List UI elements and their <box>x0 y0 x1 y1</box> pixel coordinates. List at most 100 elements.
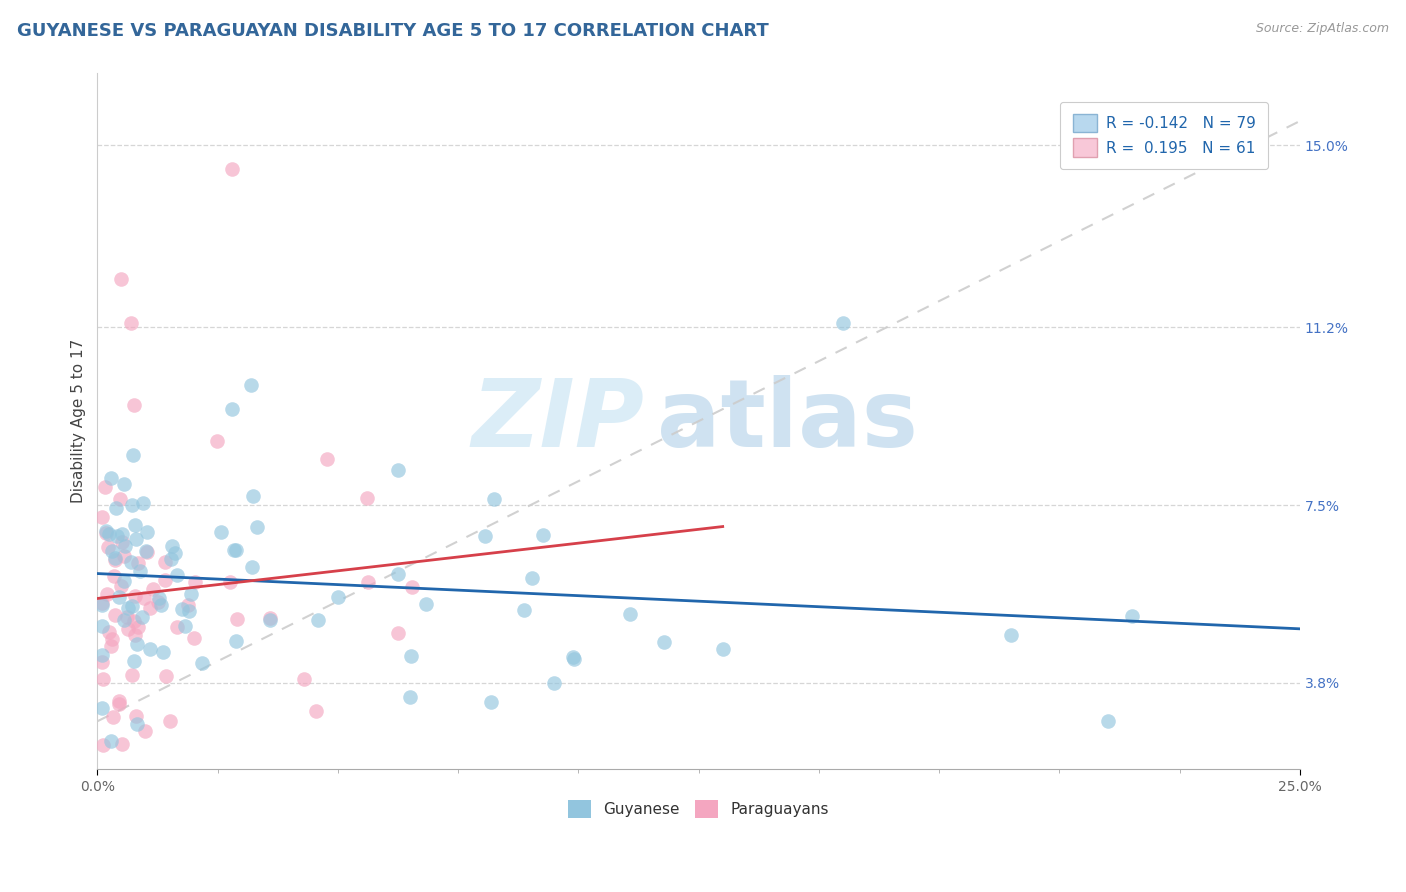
Point <box>142 582 165 597</box>
Point <box>513 603 536 617</box>
Point <box>111 527 134 541</box>
Point <box>832 316 855 330</box>
Point <box>652 635 675 649</box>
Point <box>240 378 263 392</box>
Point <box>101 710 124 724</box>
Point <box>111 737 134 751</box>
Point <box>221 402 243 417</box>
Point <box>105 501 128 516</box>
Point <box>135 544 157 558</box>
Point <box>108 590 131 604</box>
Point <box>114 539 136 553</box>
Point <box>218 575 240 590</box>
Point <box>104 550 127 565</box>
Point <box>259 611 281 625</box>
Point <box>1097 714 1119 729</box>
Point <box>110 579 132 593</box>
Point <box>401 580 423 594</box>
Point <box>110 272 132 286</box>
Point <box>124 589 146 603</box>
Point <box>127 717 149 731</box>
Point <box>127 556 149 570</box>
Point <box>242 489 264 503</box>
Point <box>259 613 281 627</box>
Point <box>108 491 131 506</box>
Point <box>221 161 243 176</box>
Point <box>101 544 124 558</box>
Point <box>474 529 496 543</box>
Text: Source: ZipAtlas.com: Source: ZipAtlas.com <box>1256 22 1389 36</box>
Point <box>121 448 143 462</box>
Legend: Guyanese, Paraguayans: Guyanese, Paraguayans <box>562 794 835 824</box>
Point <box>148 591 170 605</box>
Point <box>304 705 326 719</box>
Point <box>209 524 232 539</box>
Point <box>100 734 122 748</box>
Point <box>93 480 115 494</box>
Point <box>117 623 139 637</box>
Point <box>97 625 120 640</box>
Point <box>357 575 380 590</box>
Point <box>482 491 505 506</box>
Point <box>166 620 188 634</box>
Point <box>104 552 127 566</box>
Point <box>387 463 409 477</box>
Point <box>307 613 329 627</box>
Point <box>91 598 114 612</box>
Point <box>191 657 214 671</box>
Point <box>100 639 122 653</box>
Point <box>152 645 174 659</box>
Point <box>326 590 349 604</box>
Point <box>97 527 120 541</box>
Point <box>104 607 127 622</box>
Y-axis label: Disability Age 5 to 17: Disability Age 5 to 17 <box>72 339 86 503</box>
Point <box>108 698 131 712</box>
Point <box>246 520 269 534</box>
Point <box>91 510 114 524</box>
Point <box>531 528 554 542</box>
Point <box>112 613 135 627</box>
Point <box>117 601 139 615</box>
Point <box>150 598 173 612</box>
Point <box>155 669 177 683</box>
Point <box>134 723 156 738</box>
Point <box>224 543 246 558</box>
Point <box>153 555 176 569</box>
Point <box>225 634 247 648</box>
Point <box>170 602 193 616</box>
Text: atlas: atlas <box>657 376 918 467</box>
Point <box>399 648 422 663</box>
Point <box>111 534 134 549</box>
Point <box>124 614 146 628</box>
Point <box>91 673 114 687</box>
Point <box>100 470 122 484</box>
Point <box>711 642 734 657</box>
Point <box>315 451 337 466</box>
Point <box>122 399 145 413</box>
Point <box>121 667 143 681</box>
Point <box>225 542 247 557</box>
Point <box>165 546 187 560</box>
Point <box>91 655 114 669</box>
Point <box>619 607 641 621</box>
Point <box>97 541 120 555</box>
Point <box>543 676 565 690</box>
Point <box>184 575 207 590</box>
Point <box>125 533 148 547</box>
Point <box>240 560 263 574</box>
Point <box>91 739 114 753</box>
Point <box>120 555 142 569</box>
Point <box>177 603 200 617</box>
Point <box>135 524 157 539</box>
Point <box>112 574 135 589</box>
Point <box>387 566 409 581</box>
Point <box>479 695 502 709</box>
Point <box>96 525 118 540</box>
Point <box>127 620 149 634</box>
Point <box>139 641 162 656</box>
Point <box>91 701 114 715</box>
Point <box>121 599 143 613</box>
Point <box>166 567 188 582</box>
Point <box>148 595 170 609</box>
Point <box>125 709 148 723</box>
